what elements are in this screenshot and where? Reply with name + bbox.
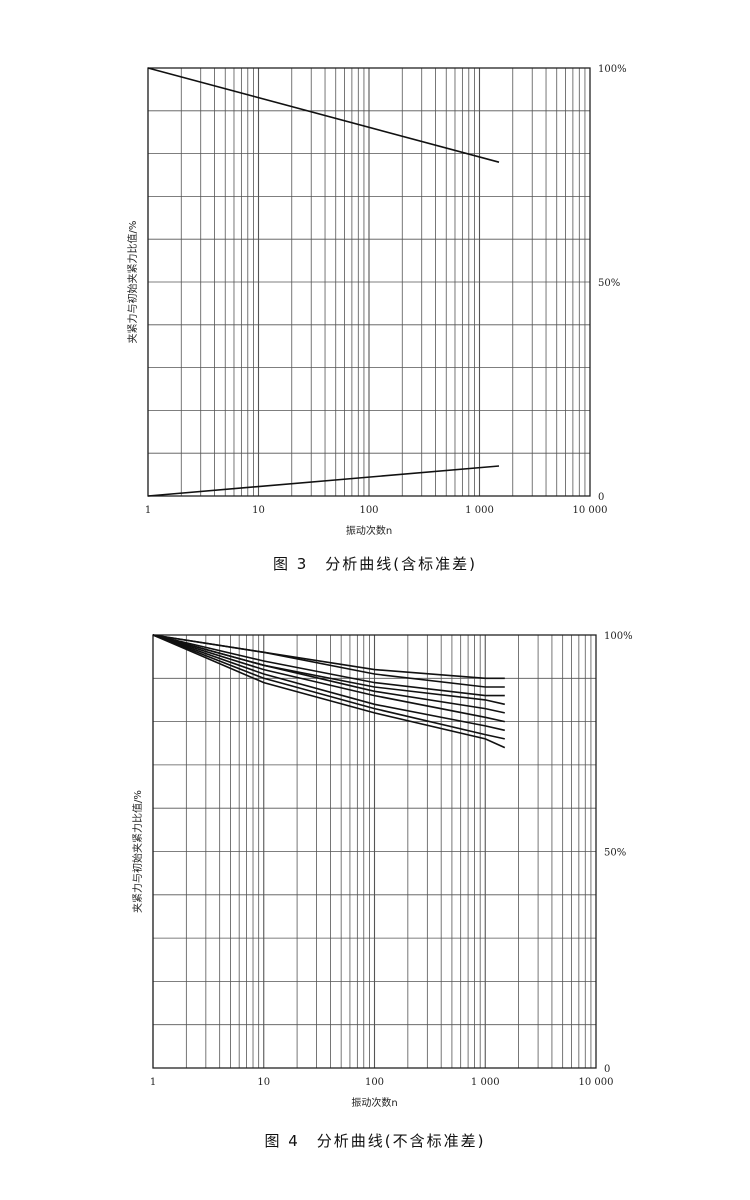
plot-frame — [152, 634, 597, 1069]
chart-4-svg: 1 10 100 1 000 10 000 0 50% 100% 振动次数n 夹紧力与初始夹紧力比… — [131, 631, 633, 1109]
series-line-9 — [152, 634, 506, 749]
x-tick-label: 100 — [359, 505, 378, 516]
grid-lines — [152, 634, 596, 1069]
x-tick-label: 10 — [252, 505, 265, 516]
figure-3: 1 10 100 1 000 10 000 0 50% 100% 振动次数n 夹紧力与初始夹紧力比… — [126, 64, 627, 573]
grid-lines — [147, 67, 590, 497]
x-tick-label: 1 — [150, 1077, 156, 1088]
x-tick-label: 100 — [365, 1077, 384, 1088]
y-tick-label: 100% — [598, 64, 627, 75]
figure-4-caption: 图 4 分析曲线(不含标准差) — [264, 1132, 486, 1150]
figure-3-caption: 图 3 分析曲线(含标准差) — [272, 555, 478, 573]
plot-frame — [147, 67, 591, 497]
y-axis-label: 夹紧力与初始夹紧力比值/% — [131, 790, 144, 913]
y-axis-label: 夹紧力与初始夹紧力比值/% — [126, 221, 139, 344]
y-tick-label: 0 — [598, 492, 604, 503]
x-tick-label: 10 — [257, 1077, 270, 1088]
x-tick-label: 1 — [145, 505, 151, 516]
y-tick-label: 50% — [604, 848, 626, 859]
x-tick-label: 10 000 — [573, 505, 608, 516]
x-axis-label: 振动次数n — [351, 1096, 397, 1109]
series-line-6 — [152, 634, 505, 723]
chart-3-svg: 1 10 100 1 000 10 000 0 50% 100% 振动次数n 夹紧力与初始夹紧力比… — [126, 64, 627, 537]
series-line-2 — [147, 465, 500, 497]
series-line-5 — [152, 634, 505, 714]
x-tick-label: 1 000 — [471, 1077, 500, 1088]
series-line-1 — [147, 67, 500, 163]
series-line-3 — [152, 634, 505, 697]
x-tick-label: 1 000 — [465, 505, 494, 516]
figure-4: 1 10 100 1 000 10 000 0 50% 100% 振动次数n 夹紧力与初始夹紧力比… — [0, 600, 750, 1200]
series-line-2 — [152, 634, 505, 688]
series-line-8 — [152, 634, 505, 740]
x-axis-label: 振动次数n — [346, 524, 392, 537]
y-tick-label: 50% — [598, 278, 620, 289]
y-tick-label: 100% — [604, 631, 633, 642]
y-tick-label: 0 — [604, 1064, 610, 1075]
series-line-7 — [152, 634, 505, 732]
x-tick-label: 10 000 — [579, 1077, 614, 1088]
